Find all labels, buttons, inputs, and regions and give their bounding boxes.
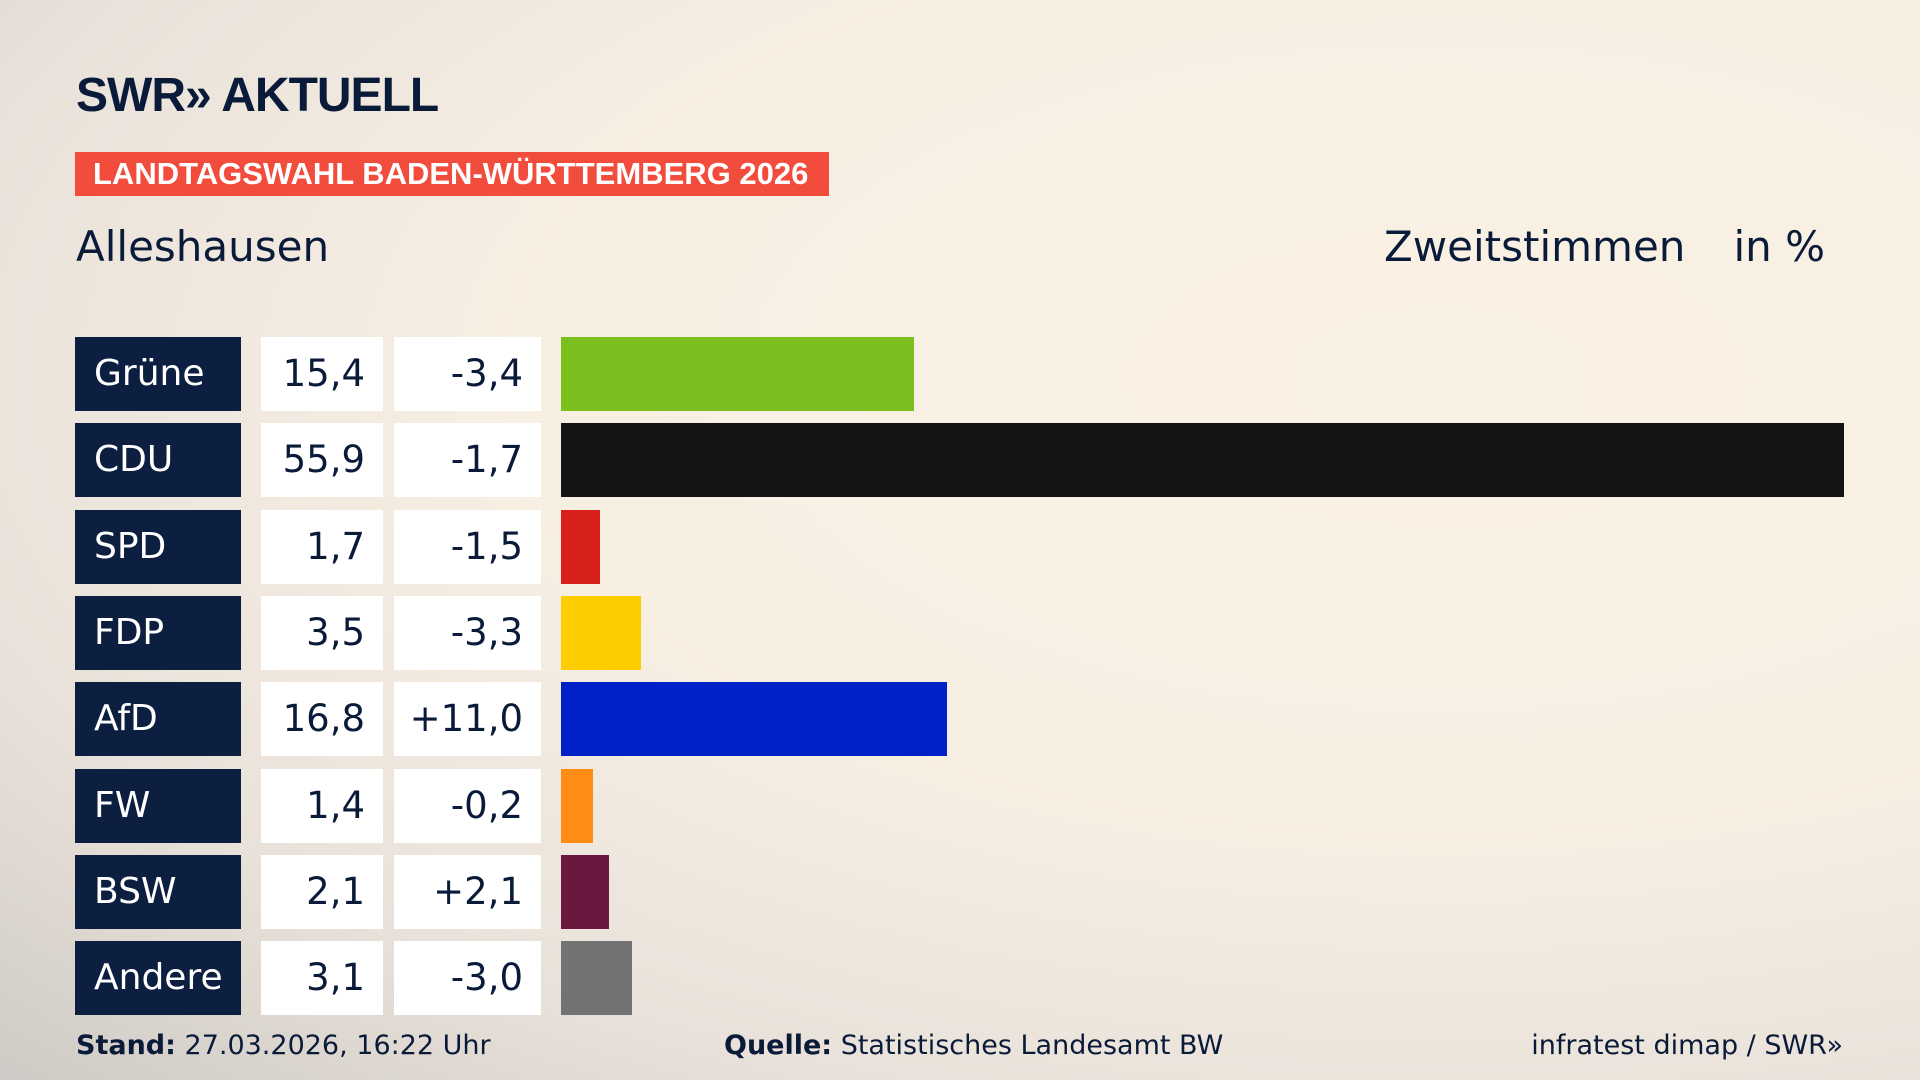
result-row: AfD 16,8 +11,0 — [0, 682, 1920, 757]
stand-value: 27.03.2026, 16:22 Uhr — [184, 1030, 491, 1061]
source-label: Quelle: — [724, 1030, 833, 1061]
result-row: BSW 2,1 +2,1 — [0, 854, 1920, 929]
bar — [561, 768, 594, 843]
source: Quelle: Statistisches Landesamt BW — [724, 1030, 1223, 1061]
value-label: 3,1 — [261, 941, 383, 1016]
result-row: Andere 3,1 -3,0 — [0, 941, 1920, 1016]
source-value: Statistisches Landesamt BW — [840, 1030, 1224, 1061]
diff-label: -3,3 — [394, 595, 541, 670]
value-label: 2,1 — [261, 854, 383, 929]
value-label: 1,7 — [261, 509, 383, 584]
bar — [561, 509, 601, 584]
result-row: CDU 55,9 -1,7 — [0, 423, 1920, 498]
value-label: 1,4 — [261, 768, 383, 843]
metric-label: Zweitstimmen — [1384, 222, 1686, 271]
result-row: FW 1,4 -0,2 — [0, 768, 1920, 843]
party-label: FW — [75, 768, 241, 843]
party-label: BSW — [75, 854, 241, 929]
party-label: AfD — [75, 682, 241, 757]
bar — [561, 423, 1844, 498]
election-banner: LANDTAGSWAHL BADEN-WÜRTTEMBERG 2026 — [75, 152, 829, 196]
result-row: Grüne 15,4 -3,4 — [0, 337, 1920, 411]
diff-label: -1,7 — [394, 423, 541, 498]
diff-label: -3,0 — [394, 941, 541, 1016]
diff-label: -0,2 — [394, 768, 541, 843]
bar — [561, 682, 947, 757]
value-label: 3,5 — [261, 595, 383, 670]
value-label: 15,4 — [261, 337, 383, 411]
result-row: FDP 3,5 -3,3 — [0, 595, 1920, 670]
credit: infratest dimap / SWR» — [1531, 1030, 1843, 1061]
party-label: FDP — [75, 595, 241, 670]
swr-aktuell-logo: SWR» AKTUELL — [76, 69, 439, 122]
party-label: SPD — [75, 509, 241, 584]
diff-label: +11,0 — [394, 682, 541, 757]
bar — [561, 941, 633, 1016]
value-label: 55,9 — [261, 423, 383, 498]
diff-label: +2,1 — [394, 854, 541, 929]
result-row: SPD 1,7 -1,5 — [0, 509, 1920, 584]
diff-label: -1,5 — [394, 509, 541, 584]
bar — [561, 595, 642, 670]
value-label: 16,8 — [261, 682, 383, 757]
diff-label: -3,4 — [394, 337, 541, 411]
party-label: Grüne — [75, 337, 241, 411]
party-label: CDU — [75, 423, 241, 498]
party-label: Andere — [75, 941, 241, 1016]
stand-label: Stand: — [76, 1030, 176, 1061]
place-title: Alleshausen — [76, 222, 330, 271]
unit-label: in % — [1733, 222, 1825, 271]
bar — [561, 854, 610, 929]
bar — [561, 337, 915, 411]
timestamp: Stand: 27.03.2026, 16:22 Uhr — [76, 1030, 491, 1061]
